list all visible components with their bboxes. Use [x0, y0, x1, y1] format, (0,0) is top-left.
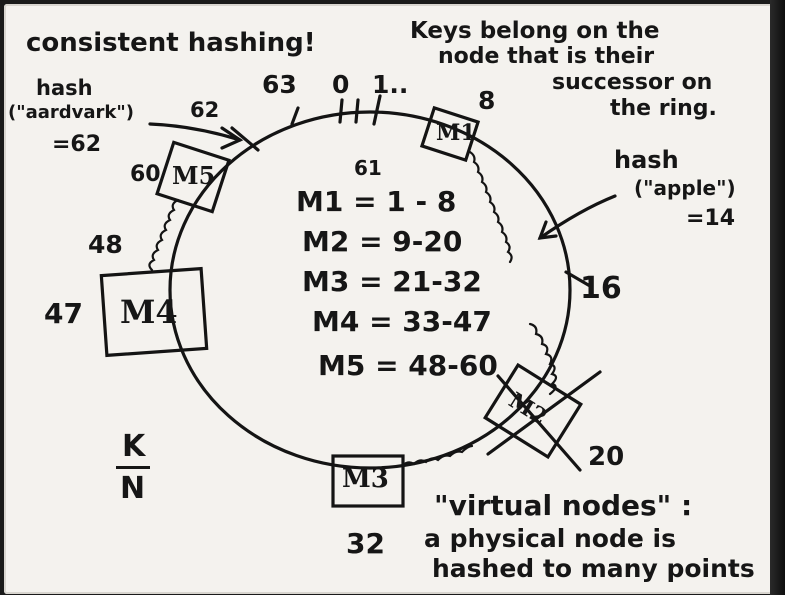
node-label-m5: M5	[172, 161, 216, 190]
board-edge-shadow	[770, 0, 785, 595]
whiteboard-surface	[4, 4, 778, 594]
node-box-m4	[99, 266, 209, 358]
tick-label-1: 1..	[372, 70, 409, 99]
tick-0	[338, 98, 344, 124]
aardvark-label-3: =62	[52, 132, 102, 157]
apple-label-2: ("apple")	[634, 176, 736, 200]
tick-label-62: 62	[190, 98, 220, 122]
apple-label-3: =14	[686, 206, 736, 231]
node-label-m1: M1	[436, 120, 476, 146]
range-m5: M5 = 48-60	[318, 349, 498, 382]
apple-label-1: hash	[614, 146, 679, 174]
tick-label-60: 60	[130, 162, 161, 187]
virtual-nodes-m3	[400, 444, 474, 468]
page-title: consistent hashing!	[26, 28, 316, 58]
ratio-bar	[116, 466, 150, 469]
virtual-nodes-m5	[148, 198, 180, 272]
tick-63	[290, 106, 300, 126]
node-box-m3	[331, 454, 405, 508]
rule-note-line-3: successor on	[552, 70, 713, 95]
aardvark-arrow	[148, 122, 242, 142]
tick-label-47: 47	[44, 297, 83, 330]
tick-label-20: 20	[588, 442, 625, 472]
tick-1	[372, 94, 382, 126]
rule-note-line-1: Keys belong on the	[410, 18, 660, 44]
node-label-m4: M4	[120, 293, 178, 331]
node-box-m2	[482, 362, 584, 460]
m2-cross-b	[486, 370, 602, 456]
tick-label-0: 0	[332, 70, 350, 99]
tick-label-8: 8	[478, 86, 496, 115]
aardvark-label-2: ("aardvark")	[8, 102, 134, 123]
virtual-nodes-line-2: a physical node is	[424, 524, 676, 553]
ratio-numerator: K	[122, 429, 146, 464]
tick-16	[564, 270, 592, 288]
range-m3: M3 = 21-32	[302, 265, 482, 298]
tick-label-63: 63	[262, 70, 297, 99]
node-box-m1	[419, 105, 481, 163]
tick-label-32: 32	[346, 527, 385, 560]
aardvark-arrowhead	[220, 126, 244, 150]
range-m2: M2 = 9-20	[302, 225, 463, 258]
virtual-nodes-m2a	[528, 322, 558, 396]
tick-label-16: 16	[580, 271, 622, 306]
tick-62	[230, 126, 260, 152]
m2-cross-a	[496, 374, 582, 472]
node-box-m5	[155, 140, 231, 214]
rule-note-line-2: node that is their	[438, 44, 655, 69]
hash-ring	[168, 110, 572, 470]
rule-note-line-4: the ring.	[610, 96, 717, 121]
apple-arrow	[538, 194, 617, 240]
virtual-nodes-m1	[468, 150, 513, 264]
aardvark-label-1: hash	[36, 76, 93, 100]
tick-0b	[354, 98, 360, 124]
ratio-denominator: N	[120, 471, 146, 506]
range-m4: M4 = 33-47	[312, 305, 492, 338]
node-label-m3: M3	[342, 464, 389, 494]
tick-label-48: 48	[88, 230, 123, 259]
tick-label-61: 61	[354, 156, 382, 180]
virtual-nodes-line-3: hashed to many points	[432, 554, 755, 583]
range-m1: M1 = 1 - 8	[296, 185, 457, 218]
virtual-nodes-line-1: "virtual nodes" :	[434, 489, 693, 522]
apple-arrowhead	[537, 220, 558, 240]
